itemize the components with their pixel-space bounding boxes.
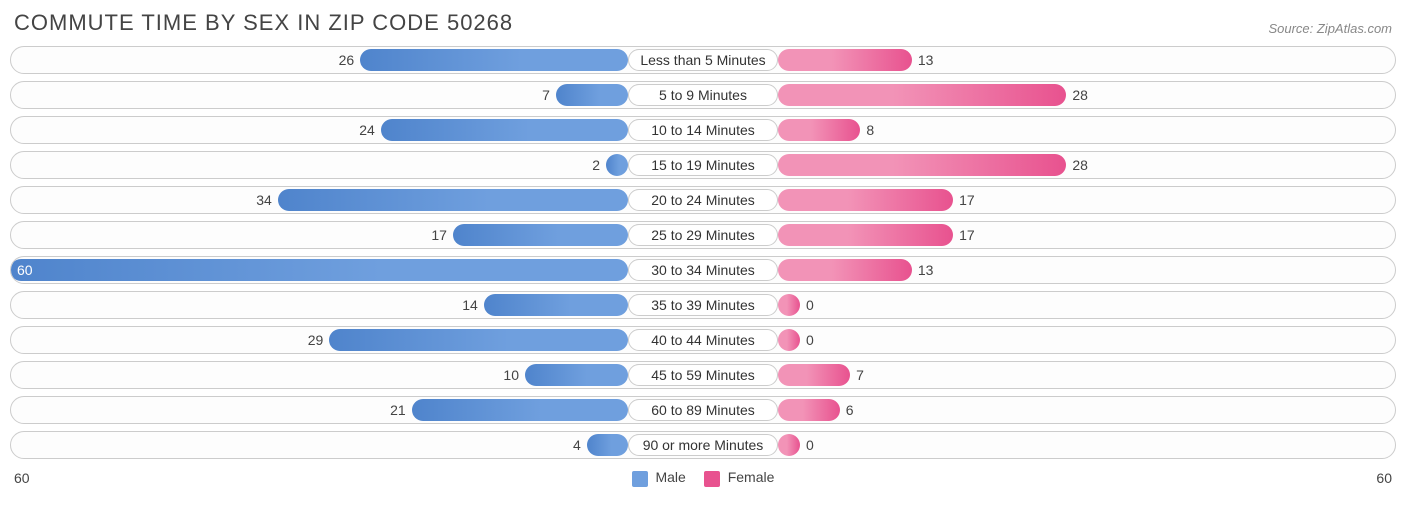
legend-swatch-female bbox=[704, 471, 720, 487]
row-label-pill: 5 to 9 Minutes bbox=[628, 84, 778, 106]
bar-male bbox=[587, 434, 628, 456]
chart-header: COMMUTE TIME BY SEX IN ZIP CODE 50268 So… bbox=[10, 6, 1396, 46]
bar-male bbox=[484, 294, 628, 316]
bar-male bbox=[10, 259, 628, 281]
bar-female bbox=[778, 434, 800, 456]
legend-label-female: Female bbox=[728, 469, 775, 485]
value-female: 6 bbox=[840, 397, 854, 423]
value-male: 14 bbox=[462, 292, 484, 318]
value-male: 60 bbox=[17, 257, 39, 283]
row-label-pill: 25 to 29 Minutes bbox=[628, 224, 778, 246]
row-label-pill: 45 to 59 Minutes bbox=[628, 364, 778, 386]
row-label-pill: 15 to 19 Minutes bbox=[628, 154, 778, 176]
value-male: 29 bbox=[308, 327, 330, 353]
value-male: 10 bbox=[503, 362, 525, 388]
table-row: 24 8 10 to 14 Minutes bbox=[10, 116, 1396, 144]
bar-male bbox=[525, 364, 628, 386]
value-female: 0 bbox=[800, 327, 814, 353]
bar-female bbox=[778, 119, 860, 141]
legend-label-male: Male bbox=[655, 469, 685, 485]
bar-male bbox=[453, 224, 628, 246]
value-female: 8 bbox=[860, 117, 874, 143]
value-female: 17 bbox=[953, 187, 975, 213]
table-row: 17 17 25 to 29 Minutes bbox=[10, 221, 1396, 249]
row-label-pill: 10 to 14 Minutes bbox=[628, 119, 778, 141]
bar-male bbox=[329, 329, 628, 351]
value-female: 28 bbox=[1066, 82, 1088, 108]
bar-female bbox=[778, 49, 912, 71]
bar-male bbox=[278, 189, 628, 211]
table-row: 2 28 15 to 19 Minutes bbox=[10, 151, 1396, 179]
table-row: 34 17 20 to 24 Minutes bbox=[10, 186, 1396, 214]
axis-max-right: 60 bbox=[1376, 470, 1392, 486]
value-male: 21 bbox=[390, 397, 412, 423]
table-row: 29 0 40 to 44 Minutes bbox=[10, 326, 1396, 354]
bar-female bbox=[778, 364, 850, 386]
table-row: 60 13 30 to 34 Minutes bbox=[10, 256, 1396, 284]
legend: Male Female bbox=[632, 469, 775, 486]
value-male: 17 bbox=[431, 222, 453, 248]
row-label-pill: 35 to 39 Minutes bbox=[628, 294, 778, 316]
value-female: 28 bbox=[1066, 152, 1088, 178]
row-label-pill: 60 to 89 Minutes bbox=[628, 399, 778, 421]
value-male: 34 bbox=[256, 187, 278, 213]
commute-chart: COMMUTE TIME BY SEX IN ZIP CODE 50268 So… bbox=[0, 0, 1406, 494]
table-row: 10 7 45 to 59 Minutes bbox=[10, 361, 1396, 389]
legend-swatch-male bbox=[632, 471, 648, 487]
value-male: 4 bbox=[573, 432, 587, 458]
table-row: 21 6 60 to 89 Minutes bbox=[10, 396, 1396, 424]
value-male: 7 bbox=[542, 82, 556, 108]
bar-female bbox=[778, 154, 1066, 176]
value-female: 7 bbox=[850, 362, 864, 388]
bar-male bbox=[360, 49, 628, 71]
value-female: 13 bbox=[912, 47, 934, 73]
row-label-pill: 20 to 24 Minutes bbox=[628, 189, 778, 211]
row-label-pill: 40 to 44 Minutes bbox=[628, 329, 778, 351]
table-row: 14 0 35 to 39 Minutes bbox=[10, 291, 1396, 319]
bar-female bbox=[778, 189, 953, 211]
table-row: 7 28 5 to 9 Minutes bbox=[10, 81, 1396, 109]
value-female: 0 bbox=[800, 292, 814, 318]
chart-rows: 26 13 Less than 5 Minutes 7 28 5 to 9 Mi… bbox=[10, 46, 1396, 459]
bar-female bbox=[778, 399, 840, 421]
value-male: 2 bbox=[592, 152, 606, 178]
table-row: 26 13 Less than 5 Minutes bbox=[10, 46, 1396, 74]
bar-female bbox=[778, 259, 912, 281]
value-female: 0 bbox=[800, 432, 814, 458]
bar-male bbox=[606, 154, 628, 176]
legend-item-male: Male bbox=[632, 469, 686, 486]
value-male: 24 bbox=[359, 117, 381, 143]
table-row: 4 0 90 or more Minutes bbox=[10, 431, 1396, 459]
row-label-pill: 30 to 34 Minutes bbox=[628, 259, 778, 281]
bar-female bbox=[778, 294, 800, 316]
row-label-pill: Less than 5 Minutes bbox=[628, 49, 778, 71]
axis-max-left: 60 bbox=[14, 470, 30, 486]
chart-source: Source: ZipAtlas.com bbox=[1268, 21, 1392, 36]
value-male: 26 bbox=[339, 47, 361, 73]
chart-footer: 60 Male Female 60 bbox=[10, 466, 1396, 490]
bar-male bbox=[556, 84, 628, 106]
bar-male bbox=[381, 119, 628, 141]
bar-female bbox=[778, 329, 800, 351]
chart-title: COMMUTE TIME BY SEX IN ZIP CODE 50268 bbox=[14, 10, 513, 36]
bar-male bbox=[412, 399, 628, 421]
bar-female bbox=[778, 224, 953, 246]
value-female: 13 bbox=[912, 257, 934, 283]
legend-item-female: Female bbox=[704, 469, 775, 486]
value-female: 17 bbox=[953, 222, 975, 248]
row-label-pill: 90 or more Minutes bbox=[628, 434, 778, 456]
bar-female bbox=[778, 84, 1066, 106]
